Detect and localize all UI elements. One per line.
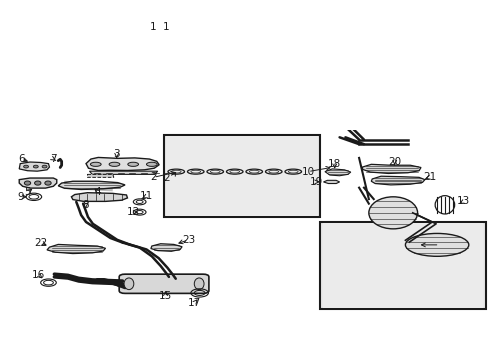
Ellipse shape [124,278,134,289]
Ellipse shape [33,165,38,168]
Ellipse shape [23,165,28,168]
Polygon shape [71,193,127,201]
Ellipse shape [217,32,227,39]
Text: 4: 4 [95,187,102,197]
Text: 5: 5 [24,187,31,197]
Polygon shape [325,169,350,176]
Text: 17: 17 [188,298,201,307]
Polygon shape [86,157,159,171]
Text: 12: 12 [126,207,140,217]
Text: 13: 13 [456,197,469,206]
Text: 6: 6 [18,154,24,164]
Ellipse shape [252,48,261,53]
Text: 2: 2 [163,174,169,184]
Bar [320,222,485,309]
Ellipse shape [194,278,203,289]
Ellipse shape [35,181,41,185]
Ellipse shape [24,181,31,185]
Text: 8: 8 [82,199,89,210]
Ellipse shape [240,32,250,39]
Text: 1: 1 [150,22,156,32]
Text: 9: 9 [17,192,23,202]
Polygon shape [323,180,339,184]
Text: 15: 15 [159,291,172,301]
Ellipse shape [90,162,101,166]
Polygon shape [19,178,57,188]
Polygon shape [151,244,182,251]
Text: 19: 19 [309,177,323,187]
Ellipse shape [262,32,273,39]
Text: 11: 11 [139,192,152,201]
Text: 16: 16 [32,270,45,280]
Polygon shape [87,174,114,177]
Polygon shape [89,171,158,174]
Circle shape [300,23,310,27]
Ellipse shape [42,165,47,168]
Ellipse shape [146,162,157,166]
Text: 7: 7 [50,154,57,164]
Ellipse shape [223,48,231,53]
Bar [166,136,317,216]
Text: 20: 20 [387,157,401,167]
Text: 22: 22 [34,238,47,248]
Ellipse shape [285,32,296,39]
Text: 3: 3 [113,149,120,159]
Text: 23: 23 [182,235,195,245]
Polygon shape [58,181,125,189]
Text: 1: 1 [163,22,169,32]
Ellipse shape [127,162,138,166]
Text: 18: 18 [327,159,341,168]
FancyBboxPatch shape [119,274,208,293]
Text: 21: 21 [422,172,435,183]
Polygon shape [47,244,105,253]
Polygon shape [19,162,49,171]
Text: 2: 2 [150,172,156,183]
Polygon shape [370,176,424,185]
Ellipse shape [45,181,51,185]
Ellipse shape [368,197,417,229]
Bar [163,135,320,217]
Text: 14: 14 [432,240,445,250]
Polygon shape [362,164,420,174]
Bar [322,223,483,308]
Circle shape [207,16,217,21]
Ellipse shape [281,48,290,53]
Ellipse shape [405,233,468,256]
Circle shape [300,50,310,55]
Ellipse shape [109,162,120,166]
Text: 10: 10 [301,167,314,177]
